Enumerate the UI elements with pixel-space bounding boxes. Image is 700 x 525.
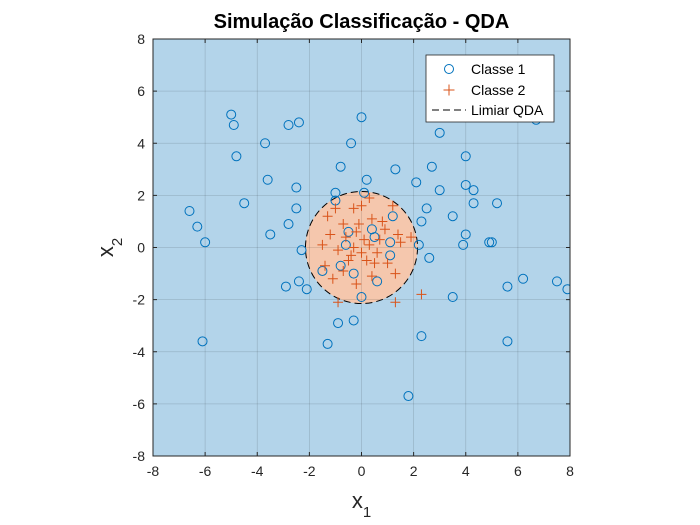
y-tick-label: -6 xyxy=(133,396,146,412)
chart-title: Simulação Classificação - QDA xyxy=(214,11,510,33)
y-axis-label-subscript: 2 xyxy=(109,238,126,246)
x-tick-label: -8 xyxy=(147,463,160,479)
legend-label-class2: Classe 2 xyxy=(471,82,526,98)
x-tick-label: 4 xyxy=(462,463,470,479)
x-tick-label: -4 xyxy=(251,463,264,479)
legend-label-boundary: Limiar QDA xyxy=(471,102,544,118)
x-tick-label: 0 xyxy=(358,463,366,479)
y-tick-label: 6 xyxy=(137,83,145,99)
y-axis-label-base: x xyxy=(93,246,118,257)
y-tick-label: 2 xyxy=(137,187,145,203)
legend-label-class1: Classe 1 xyxy=(471,61,526,77)
x-tick-label: 8 xyxy=(566,463,574,479)
y-tick-label: 4 xyxy=(137,135,145,151)
y-tick-label: -8 xyxy=(133,448,146,464)
x-axis-label: x1 xyxy=(352,488,371,521)
x-tick-label: -2 xyxy=(303,463,316,479)
x-tick-label: -6 xyxy=(199,463,212,479)
y-axis-label: x2 xyxy=(93,238,126,257)
y-tick-label: 0 xyxy=(137,240,145,256)
x-axis-label-base: x xyxy=(352,488,363,513)
y-tick-label: -4 xyxy=(133,344,146,360)
x-tick-label: 2 xyxy=(410,463,418,479)
y-tick-label: -2 xyxy=(133,292,146,308)
y-tick-label: 8 xyxy=(137,31,145,47)
x-tick-label: 6 xyxy=(514,463,522,479)
x-axis-label-subscript: 1 xyxy=(363,504,371,521)
legend: Classe 1 Classe 2 Limiar QDA xyxy=(426,55,554,122)
